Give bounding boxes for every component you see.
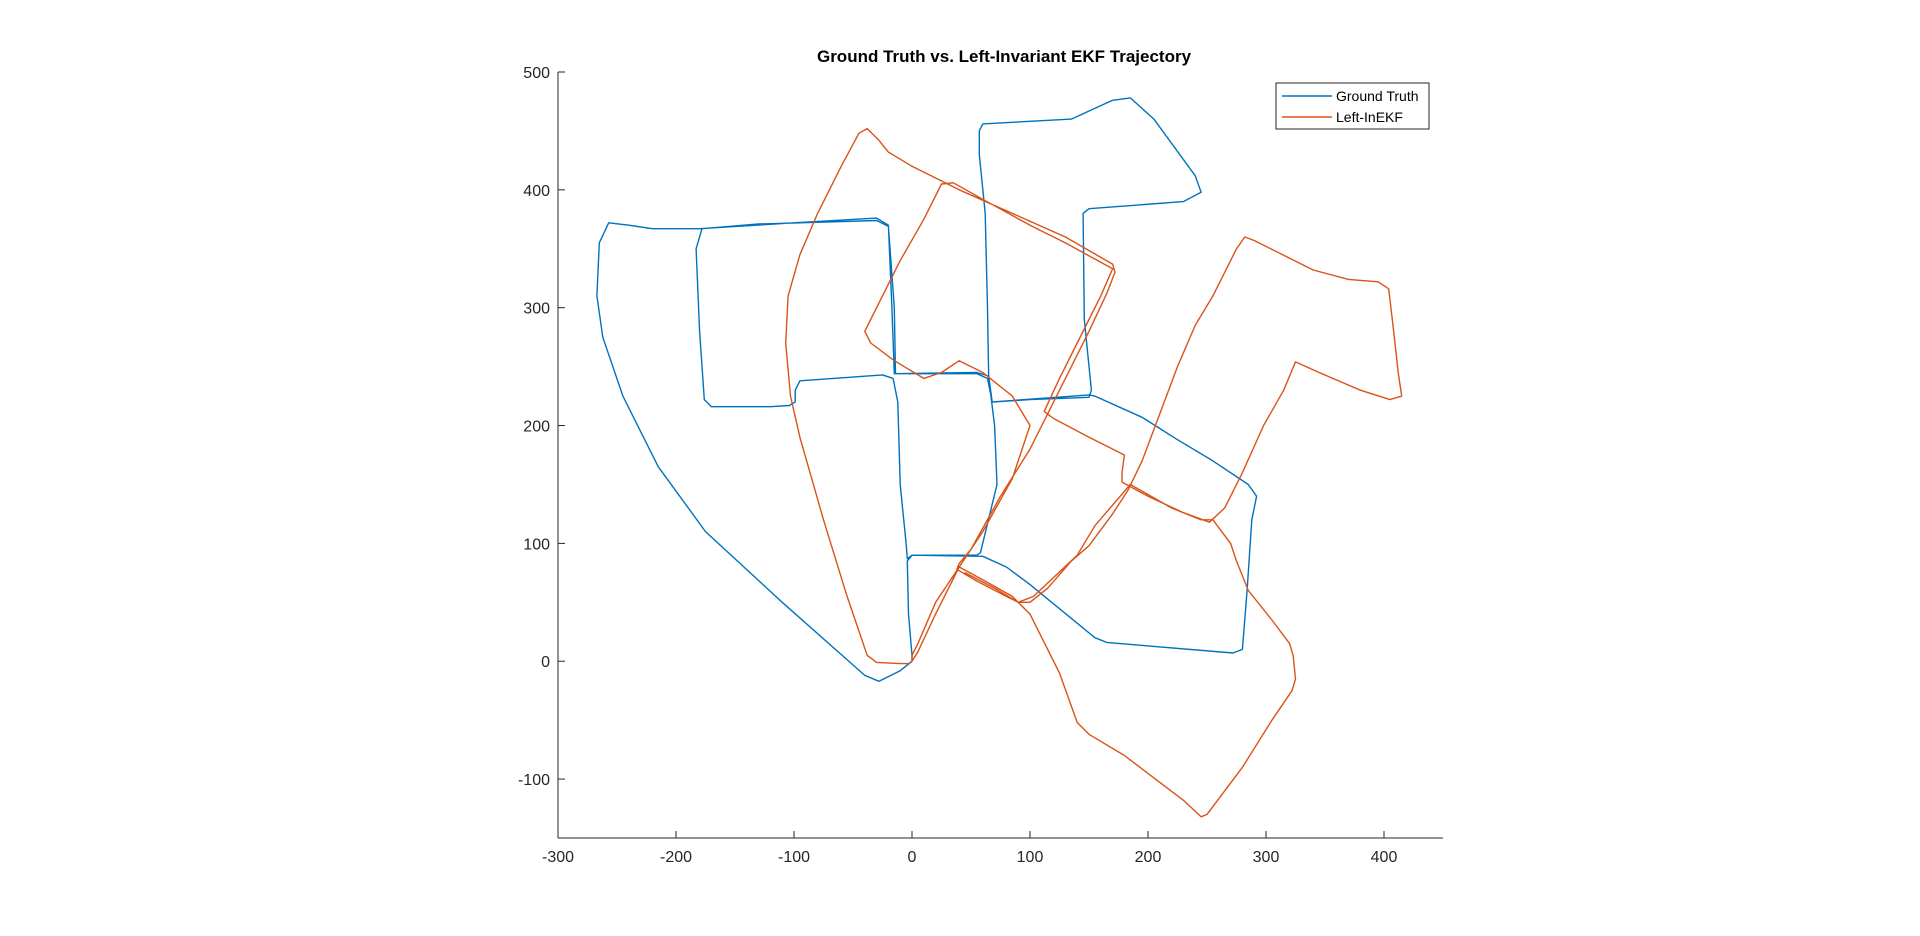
x-tick-label: -200 bbox=[660, 849, 692, 866]
y-tick-label: 300 bbox=[523, 301, 550, 318]
y-tick-label: 100 bbox=[523, 536, 550, 553]
chart-title: Ground Truth vs. Left-Invariant EKF Traj… bbox=[817, 47, 1192, 66]
y-axis-ticks: -100 0 100 200 300 400 500 bbox=[518, 65, 565, 789]
series-line-ground-truth bbox=[596, 97, 1258, 682]
x-tick-label: -100 bbox=[778, 849, 810, 866]
y-tick-label: 200 bbox=[523, 419, 550, 436]
y-tick-label: 500 bbox=[523, 65, 550, 82]
series-line-left-inekf bbox=[785, 127, 1403, 818]
x-tick-label: 400 bbox=[1371, 849, 1398, 866]
x-tick-label: 200 bbox=[1135, 849, 1162, 866]
legend-box bbox=[1275, 82, 1430, 130]
legend: Ground Truth Left-InEKF bbox=[1275, 82, 1430, 130]
plot-axes: -300 -200 -100 0 100 200 300 400 -100 0 100 200 300… bbox=[518, 65, 1443, 866]
x-tick-label: 300 bbox=[1253, 849, 1280, 866]
x-tick-label: 0 bbox=[908, 849, 917, 866]
x-tick-label: 100 bbox=[1017, 849, 1044, 866]
x-tick-label: -300 bbox=[542, 849, 574, 866]
legend-label-left-inekf: Left-InEKF bbox=[1336, 109, 1403, 125]
y-tick-label: 400 bbox=[523, 183, 550, 200]
legend-label-ground-truth: Ground Truth bbox=[1336, 88, 1419, 104]
y-tick-label: -100 bbox=[518, 772, 550, 789]
x-axis-ticks: -300 -200 -100 0 100 200 300 400 bbox=[542, 831, 1397, 866]
y-tick-label: 0 bbox=[541, 654, 550, 671]
series-layer bbox=[596, 97, 1403, 818]
